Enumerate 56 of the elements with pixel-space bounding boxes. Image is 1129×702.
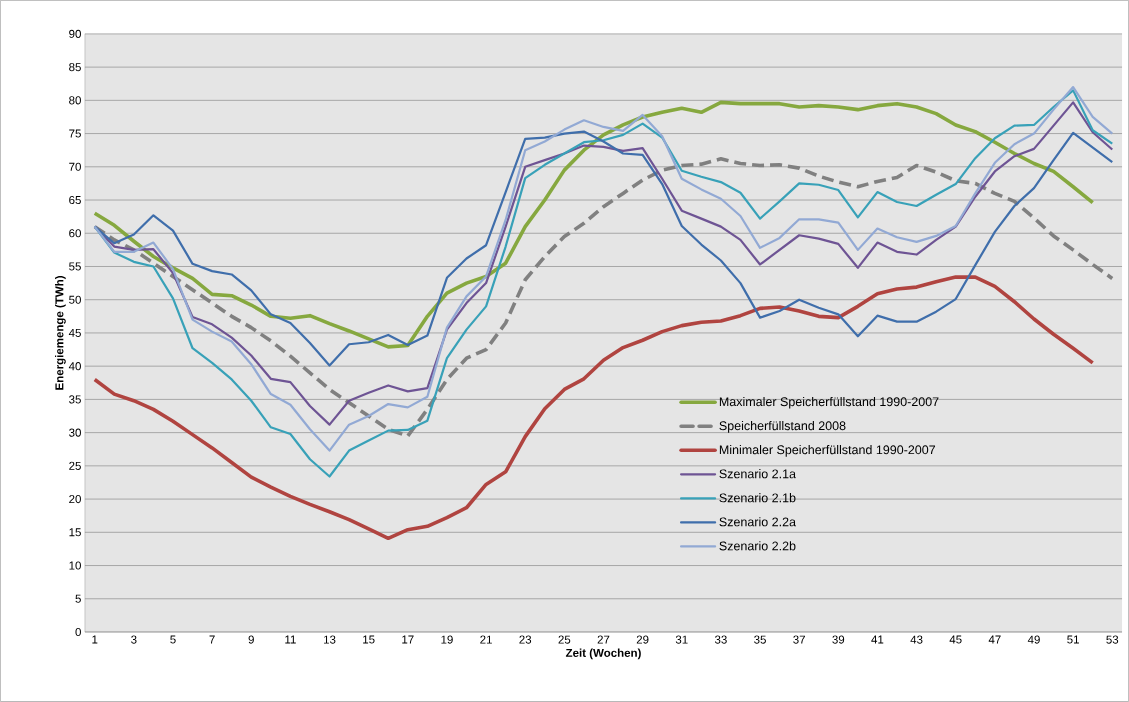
x-tick-label: 5 [170, 635, 176, 644]
legend-label: Maximaler Speicherfüllstand 1990-2007 [719, 396, 939, 409]
x-tick-label: 45 [949, 635, 962, 644]
x-tick-label: 13 [324, 635, 336, 644]
x-tick-label: 29 [636, 635, 649, 644]
y-tick-label: 30 [69, 428, 81, 437]
y-tick-label: 5 [75, 594, 81, 603]
x-axis-title: Zeit (Wochen) [565, 648, 641, 660]
y-tick-label: 25 [69, 461, 81, 470]
legend-label: Szenario 2.1b [719, 493, 796, 503]
y-tick-label: 20 [69, 495, 81, 504]
y-tick-label: 55 [69, 262, 81, 271]
x-tick-label: 9 [248, 635, 254, 644]
x-tick-label: 35 [754, 635, 766, 644]
x-tick-label: 37 [793, 635, 805, 644]
x-tick-label: 25 [558, 635, 571, 644]
y-tick-label: 45 [68, 328, 81, 337]
legend-label: Szenario 2.2b [719, 541, 796, 551]
x-tick-label: 41 [871, 635, 884, 644]
x-tick-label: 17 [402, 635, 414, 644]
x-tick-label: 33 [714, 635, 727, 644]
x-tick-label: 49 [1027, 635, 1040, 644]
x-tick-label: 15 [363, 635, 375, 644]
x-tick-label: 1 [92, 635, 98, 644]
y-tick-label: 90 [69, 29, 81, 39]
y-tick-label: 70 [69, 162, 81, 171]
x-tick-label: 43 [910, 635, 923, 644]
y-tick-label: 15 [69, 528, 81, 537]
x-tick-label: 19 [441, 635, 453, 644]
y-axis-title: Energiemenge (TWh) [55, 276, 66, 390]
x-tick-label: 27 [597, 635, 610, 644]
y-tick-label: 10 [69, 561, 81, 570]
y-tick-label: 80 [69, 96, 81, 105]
legend-label: Speicherfüllstand 2008 [719, 421, 846, 433]
x-tick-label: 39 [832, 635, 845, 644]
x-tick-label: 23 [519, 635, 532, 644]
x-tick-label: 7 [209, 635, 215, 644]
y-tick-label: 35 [69, 395, 81, 404]
y-tick-label: 50 [69, 295, 81, 304]
y-tick-label: 0 [75, 627, 81, 637]
y-tick-label: 85 [69, 63, 81, 72]
y-tick-label: 60 [69, 229, 81, 238]
line-series [92, 275, 1095, 541]
legend-label: Szenario 2.2a [719, 517, 797, 527]
y-tick-label: 65 [69, 196, 81, 205]
y-tick-label: 75 [69, 129, 81, 138]
legend-label: Minimaler Speicherfüllstand 1990-2007 [719, 445, 936, 457]
x-tick-label: 47 [988, 635, 1001, 644]
x-tick-label: 53 [1106, 635, 1119, 644]
x-tick-label: 3 [131, 635, 137, 644]
x-tick-label: 11 [285, 635, 296, 644]
x-tick-label: 51 [1067, 635, 1079, 644]
x-tick-label: 21 [480, 635, 492, 644]
legend-label: Szenario 2.1a [719, 469, 797, 479]
y-tick-label: 40 [68, 362, 81, 371]
x-tick-label: 31 [675, 635, 688, 644]
